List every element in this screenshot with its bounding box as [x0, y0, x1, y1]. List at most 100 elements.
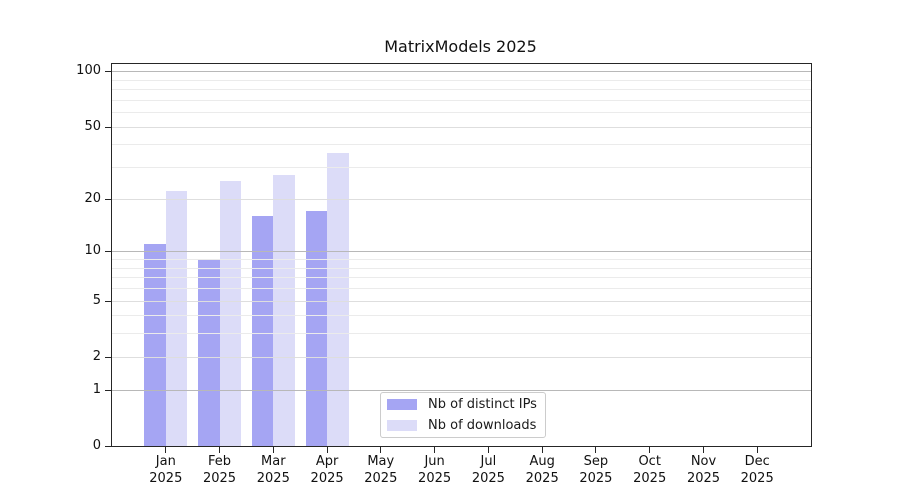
gridline-minor-y80 — [112, 89, 811, 91]
month-year: 2025 — [471, 470, 505, 486]
month-year: 2025 — [202, 470, 237, 486]
y-tick-mark-5 — [105, 300, 112, 302]
month-name: Aug — [529, 454, 555, 469]
y-tick-label-1: 1 — [92, 381, 101, 397]
month-name: Oct — [638, 454, 661, 469]
month-name: Feb — [207, 454, 232, 469]
y-tick-mark-100 — [105, 71, 112, 73]
x-tick-label-dec: Dec 2025 — [727, 454, 787, 487]
x-tick-mark-oct — [649, 446, 651, 453]
x-tick-mark-jul — [487, 446, 489, 453]
gridline-y100 — [112, 71, 811, 73]
legend-label-distinct-ips: Nb of distinct IPs — [428, 397, 537, 412]
bar-distinct-ips-mar — [251, 215, 274, 446]
month-name: Dec — [744, 454, 770, 469]
month-name: Apr — [315, 454, 339, 469]
bar-distinct-ips-jan — [144, 244, 166, 446]
x-tick-label-aug: Aug 2025 — [512, 454, 572, 487]
gridline-y10 — [112, 251, 811, 253]
y-tick-label-50: 50 — [84, 118, 101, 134]
month-name: Jun — [424, 454, 445, 469]
month-name: Sep — [583, 454, 609, 469]
legend: Nb of distinct IPs Nb of downloads — [380, 392, 546, 438]
gridline-minor-y90 — [112, 79, 811, 81]
x-tick-label-mar: Mar 2025 — [243, 454, 303, 487]
x-tick-label-jul: Jul 2025 — [458, 454, 518, 487]
x-tick-mark-nov — [703, 446, 704, 453]
legend-item-downloads: Nb of downloads — [387, 417, 539, 435]
y-tick-mark-50 — [105, 126, 112, 128]
gridline-minor-y7 — [112, 277, 811, 279]
month-year: 2025 — [579, 470, 613, 486]
gridline-minor-y9 — [112, 259, 811, 260]
gridline-minor-y4 — [112, 315, 811, 317]
y-tick-label-10: 10 — [84, 243, 101, 259]
y-tick-mark-1 — [105, 389, 112, 391]
x-tick-label-sep: Sep 2025 — [566, 454, 626, 487]
y-tick-label-20: 20 — [84, 190, 101, 206]
x-tick-mark-sep — [595, 446, 597, 453]
y-tick-mark-0 — [105, 446, 112, 447]
legend-swatch-distinct-ips — [387, 399, 417, 410]
y-tick-mark-10 — [105, 251, 112, 253]
gridline-y2 — [112, 356, 811, 358]
x-tick-mark-may — [380, 446, 382, 453]
gridline-minor-y8 — [112, 267, 811, 269]
x-tick-label-apr: Apr 2025 — [297, 454, 357, 487]
y-tick-label-5: 5 — [92, 292, 101, 308]
gridline-y50 — [112, 126, 811, 128]
bar-downloads-jan — [165, 191, 188, 446]
legend-swatch-downloads — [387, 420, 417, 431]
x-tick-mark-apr — [326, 446, 328, 453]
y-tick-mark-2 — [105, 356, 112, 358]
x-tick-mark-feb — [219, 446, 220, 453]
month-year: 2025 — [633, 470, 667, 486]
gridline-minor-y60 — [112, 112, 811, 114]
x-tick-label-feb: Feb 2025 — [190, 454, 250, 487]
y-tick-label-2: 2 — [92, 348, 101, 364]
bar-distinct-ips-apr — [305, 211, 328, 446]
x-tick-mark-jun — [434, 446, 436, 453]
legend-item-distinct-ips: Nb of distinct IPs — [387, 396, 539, 414]
gridline-minor-y40 — [112, 144, 811, 146]
month-year: 2025 — [740, 470, 774, 486]
month-year: 2025 — [256, 470, 290, 486]
month-name: Mar — [261, 454, 286, 469]
x-tick-label-jun: Jun 2025 — [405, 454, 465, 487]
gridline-minor-y30 — [112, 167, 811, 169]
gridline-y5 — [112, 300, 811, 302]
bar-downloads-apr — [327, 152, 349, 446]
x-tick-label-oct: Oct 2025 — [620, 454, 680, 487]
month-year: 2025 — [364, 470, 398, 486]
gridline-minor-y6 — [112, 288, 811, 289]
month-name: Jul — [480, 454, 497, 469]
x-tick-label-nov: Nov 2025 — [674, 454, 734, 487]
x-tick-label-may: May 2025 — [351, 454, 411, 487]
gridline-y20 — [112, 198, 811, 200]
month-year: 2025 — [418, 470, 452, 486]
legend-label-downloads: Nb of downloads — [428, 418, 537, 433]
x-tick-mark-jan — [165, 446, 167, 453]
y-tick-label-100: 100 — [76, 63, 101, 79]
x-tick-mark-dec — [756, 446, 758, 453]
gridline-minor-y3 — [112, 333, 811, 335]
gridline-y1 — [112, 389, 811, 391]
bar-downloads-mar — [273, 175, 295, 446]
bar-downloads-feb — [219, 181, 242, 446]
bar-distinct-ips-feb — [198, 259, 220, 446]
month-year: 2025 — [149, 470, 183, 486]
month-year: 2025 — [686, 470, 721, 486]
gridline-minor-y70 — [112, 99, 811, 101]
plot-area: Nb of distinct IPs Nb of downloads 0 1 2 5 1… — [76, 63, 812, 486]
month-name: Jan — [155, 454, 176, 469]
month-name: May — [367, 454, 395, 469]
month-name: Nov — [690, 454, 717, 469]
month-year: 2025 — [310, 470, 344, 486]
y-tick-mark-20 — [105, 198, 112, 200]
x-tick-mark-aug — [541, 446, 543, 453]
x-tick-label-jan: Jan 2025 — [136, 454, 196, 487]
y-tick-label-0: 0 — [92, 438, 101, 453]
month-year: 2025 — [525, 470, 559, 486]
x-tick-mark-mar — [272, 446, 274, 453]
